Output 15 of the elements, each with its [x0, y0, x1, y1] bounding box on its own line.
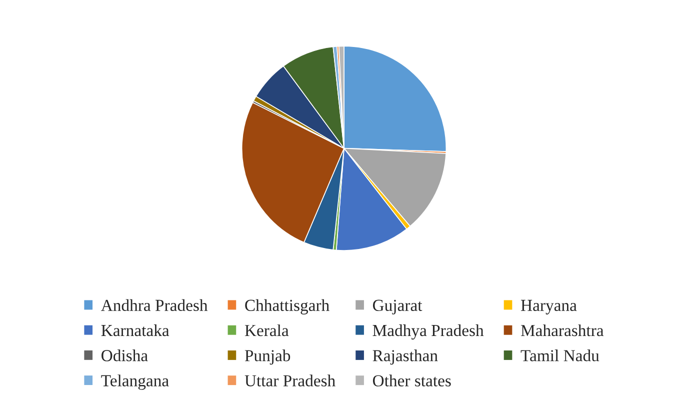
legend-label: Uttar Pradesh	[244, 374, 336, 386]
legend-label: Maharashtra	[520, 324, 604, 336]
legend-label: Other states	[372, 374, 451, 386]
legend-label: Madhya Pradesh	[372, 324, 484, 340]
legend-label: Tamil Nadu	[520, 350, 600, 362]
legend-label: Haryana	[520, 300, 577, 314]
legend-label: Andhra Pradesh	[101, 299, 208, 312]
legend-label: Telangana	[101, 374, 169, 390]
legend-label: Gujarat	[372, 300, 422, 314]
legend-label: Odisha	[102, 350, 148, 362]
legend-label: Rajasthan	[372, 350, 438, 365]
legend-label: Punjab	[244, 350, 290, 365]
legend-label: Karnataka	[101, 324, 170, 336]
legend-label: Kerala	[244, 324, 289, 336]
legend-label: Chhattisgarh	[245, 299, 330, 314]
